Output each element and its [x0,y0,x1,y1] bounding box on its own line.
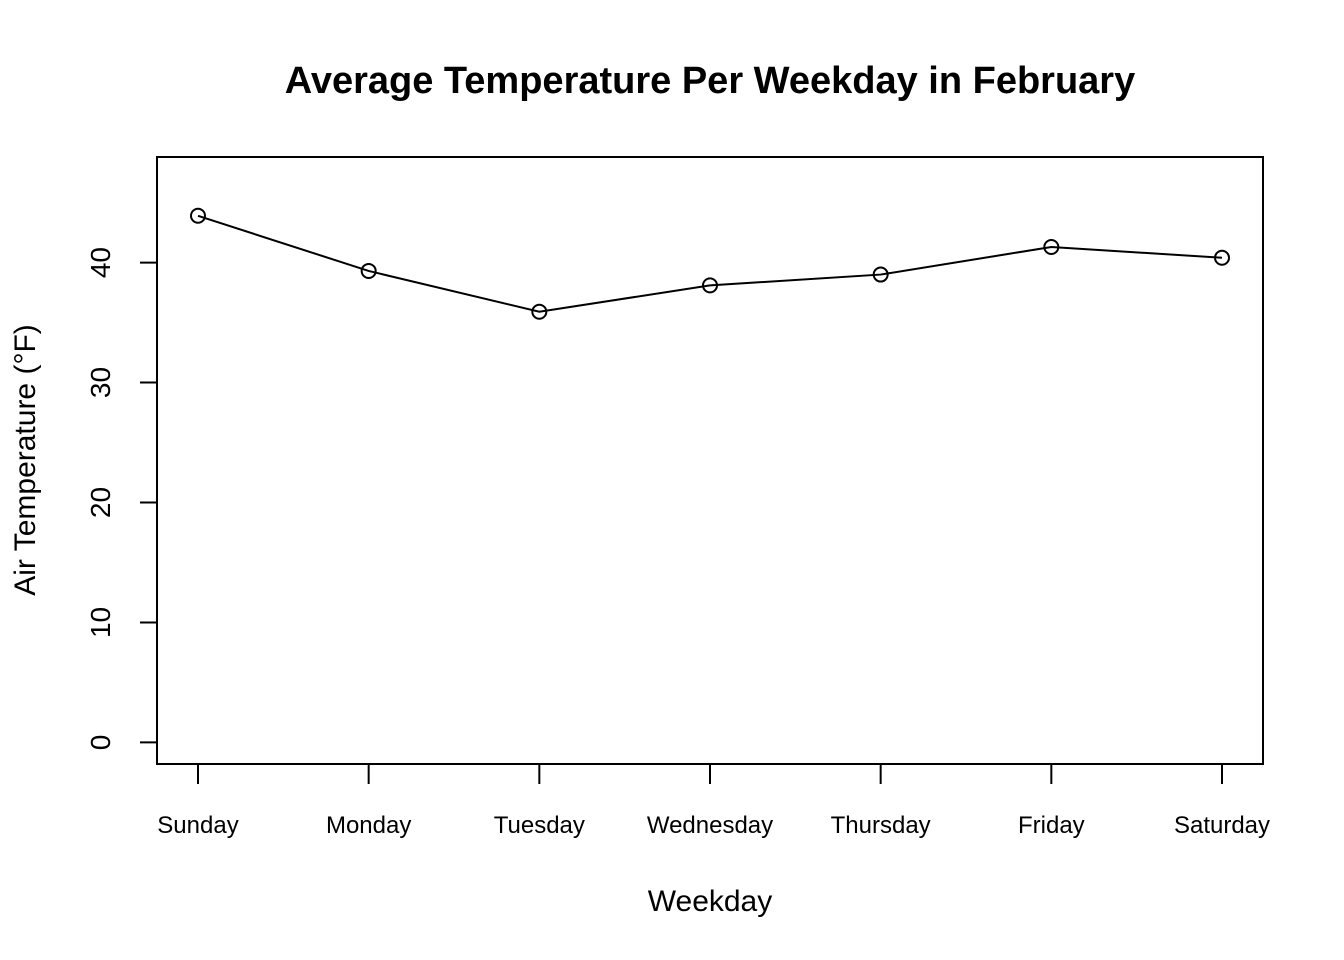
x-tick-label: Sunday [157,812,238,839]
chart-title: Average Temperature Per Weekday in Febru… [285,60,1135,102]
y-tick-label: 40 [85,247,116,278]
data-point [872,266,889,283]
data-point [702,277,718,294]
x-tick-label: Wednesday [647,812,773,839]
y-axis: 0 10 20 30 40 [85,247,157,750]
y-tick-label: 20 [85,487,116,518]
x-tick-label: Thursday [831,812,931,839]
x-tick-label: Friday [1018,812,1085,839]
y-tick-label: 30 [85,367,116,398]
x-axis: Sunday Monday Tuesday Wednesday Thursday Frid… [157,764,1270,839]
x-tick-label: Saturday [1174,812,1270,839]
plot-frame [156,156,1264,765]
series-line [197,214,1223,313]
y-axis-label: Air Temperature (°F) [9,324,42,596]
data-point [360,262,377,279]
data-point [1214,249,1230,266]
series [190,207,1230,320]
y-tick-label: 0 [85,735,116,751]
x-tick-label: Monday [326,812,411,839]
y-tick-label: 10 [85,607,116,638]
data-point [531,303,548,320]
x-axis-label: Weekday [648,885,773,918]
data-point [190,207,206,224]
data-point [1043,238,1060,255]
x-tick-label: Tuesday [494,812,585,839]
